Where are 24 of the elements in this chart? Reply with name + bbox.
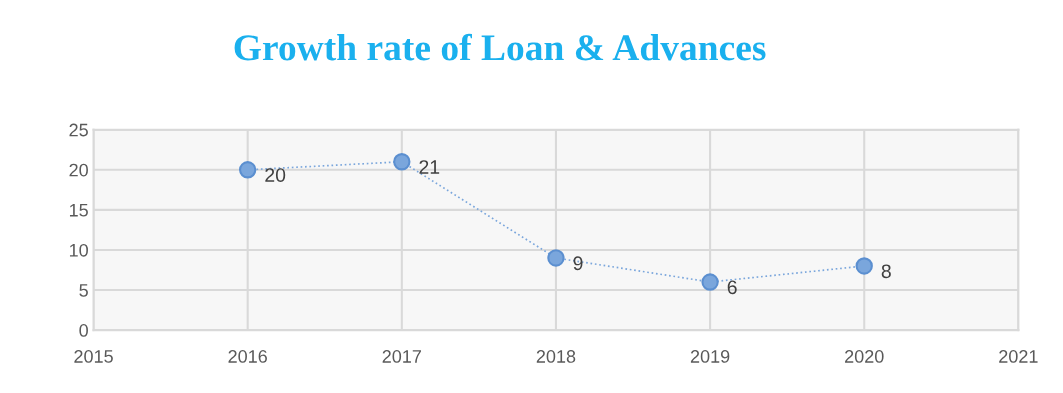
y-tick-label: 25 (69, 123, 88, 137)
data-label: 8 (881, 264, 891, 279)
y-tick-label: 10 (69, 243, 88, 257)
x-tick-label: 2019 (690, 350, 730, 363)
y-tick-label: 0 (79, 324, 88, 337)
x-tick-label: 2015 (74, 350, 113, 363)
point (701, 273, 719, 291)
y-tick-label: 20 (69, 163, 88, 177)
x-tick-label: 2018 (536, 350, 576, 363)
point (547, 249, 565, 267)
x-tick-label: 2017 (382, 350, 421, 363)
point (393, 153, 411, 171)
data-label: 21 (419, 160, 440, 174)
point (855, 257, 873, 275)
x-tick-label: 2020 (845, 350, 884, 363)
y-tick-label: 15 (69, 203, 88, 217)
x-tick-label: 2021 (999, 350, 1038, 363)
data-label: 6 (727, 280, 737, 295)
data-label: 9 (573, 256, 583, 271)
point (239, 161, 257, 179)
x-tick-label: 2016 (228, 350, 267, 363)
y-tick-label: 5 (79, 284, 88, 297)
data-label: 20 (265, 168, 286, 182)
chart-title: Growth rate of Loan & Advances (234, 33, 766, 61)
